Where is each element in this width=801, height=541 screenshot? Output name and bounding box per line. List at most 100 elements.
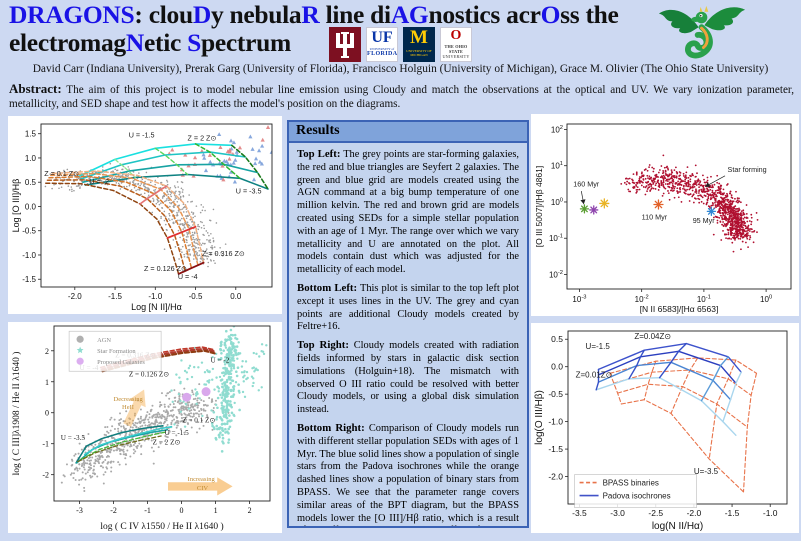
tick-label: -3 — [76, 506, 83, 515]
results-section-label: Bottom Left: — [297, 281, 358, 294]
tick-label: -0.5 — [22, 227, 36, 236]
results-section-label: Top Left: — [297, 148, 341, 160]
tick-label: -1.0 — [148, 292, 162, 301]
y-axis-label: [O III 5007]/[Hβ 4861] — [534, 166, 544, 247]
title-segment: line di — [319, 0, 392, 29]
results-box: Results Top Left: The grey points are st… — [287, 120, 529, 528]
y-axis-label: log ( C III]λ1908 / He II λ1640 ) — [11, 352, 22, 476]
ohio-state-logo: O THE OHIO STATE UNIVERSITY — [440, 27, 472, 62]
chart-bpt-optical: -2.0 -1.5 -1.0 -0.5 0.0 -1.5 -1.0 -0.5 0.0 0.5 1.0… — [8, 116, 282, 314]
iu-trident-icon — [336, 31, 354, 58]
results-section-text: Comparison of Cloudy models run with dif… — [297, 422, 519, 526]
x-axis-label: log ( C IV λ1550 / He II λ1640 ) — [100, 521, 223, 532]
chart-annotation: 95 Myr — [693, 216, 716, 225]
title-segment: D — [192, 0, 211, 29]
indiana-university-logo — [329, 27, 361, 62]
chart-annotation: 160 Myr — [573, 180, 600, 189]
tick-label: 10-1 — [549, 234, 563, 244]
tick-label: 10-2 — [549, 270, 563, 280]
tick-label: -1.5 — [22, 275, 36, 284]
chart-annotation: Z = 2 Z⊙ — [187, 133, 216, 142]
tick-label: -1.5 — [725, 508, 740, 518]
tick-label: 0.0 — [25, 202, 37, 211]
results-section-text: Cloudy models created with radiation fie… — [297, 340, 519, 416]
x-axis-label: [N II 6583]/[Hα 6563] — [640, 304, 719, 314]
tick-label: -1 — [144, 506, 151, 515]
tick-label: -2.0 — [687, 508, 702, 518]
chart-annotation: Increasing — [188, 476, 216, 483]
tick-label: -2.0 — [548, 472, 563, 482]
title-segment: AG — [390, 0, 429, 29]
tick-label: -0.5 — [548, 389, 563, 399]
title-segment: nostics acr — [428, 0, 541, 29]
tick-label: 101 — [551, 161, 563, 171]
chart-annotation: U=-1.5 — [586, 342, 611, 351]
results-section-text: This plot is similar to the top left plo… — [297, 282, 519, 333]
chart-legend — [68, 330, 162, 372]
tick-label: -1.0 — [22, 251, 36, 260]
chart-annotation: HeII — [122, 404, 134, 411]
tick-label: 102 — [551, 125, 563, 135]
tick-label: 0 — [180, 506, 184, 515]
tick-label: 1.5 — [25, 130, 37, 139]
tick-label: 0.5 — [551, 334, 563, 344]
tick-label: 10-3 — [572, 294, 586, 304]
right-figure-column: 10-3 10-2 10-1 100 10-2 10-1 100 101 102 [N II 65… — [531, 114, 799, 540]
chart-annotation: Z=0.01Z⊙ — [576, 371, 613, 380]
tick-label: -2 — [42, 471, 49, 480]
chart-annotation: U = -3.5 — [236, 186, 262, 195]
title-segment: O — [540, 0, 561, 29]
chart-annotation: U = -2 — [210, 357, 229, 365]
university-of-florida-logo: UF UNIVERSITY of FLORIDA — [366, 27, 398, 62]
title-segment: y nebula — [210, 0, 302, 29]
uf-caption: UNIVERSITY of — [369, 47, 395, 51]
tick-label: -1 — [42, 440, 49, 449]
chart-annotation: U = -2 — [89, 177, 109, 186]
results-section-label: Top Right: — [297, 339, 349, 352]
y-axis-label: Log [O III]/Hβ — [11, 179, 21, 233]
results-header: Results — [289, 122, 527, 143]
um-caption: UNIVERSITY OF — [406, 49, 432, 53]
osu-caption: UNIVERSITY — [442, 54, 470, 59]
chart-annotation: Decreasing — [114, 396, 144, 403]
chart-bpass-padova: -3.5 -3.0 -2.5 -2.0 -1.5 -1.0 -2.0 -1.5 -1.0 -0.5… — [531, 323, 799, 533]
chart-annotation: Star forming — [728, 165, 767, 174]
tick-label: -2 — [110, 506, 117, 515]
chart-uv-diagnostic: -3 -2 -1 0 1 2 -2 -1 0 1 2 log ( C IV λ1550 / He II… — [8, 322, 282, 533]
chart-annotation: Z = 0.316 Z⊙ — [202, 249, 245, 258]
chart-annotation: Z = 0.126 Z⊙ — [144, 264, 187, 273]
uf-caption: FLORIDA — [367, 51, 398, 57]
results-section: Bottom Left: This plot is similar to the… — [297, 282, 519, 334]
chart-annotation: 110 Myr — [642, 212, 668, 221]
tick-label: -1.5 — [108, 292, 122, 301]
x-axis-label: Log [N II]/Hα — [131, 302, 182, 312]
left-figure-column: -2.0 -1.5 -1.0 -0.5 0.0 -1.5 -1.0 -0.5 0.0 0.5 1.0… — [8, 116, 282, 541]
tick-label: -1.0 — [763, 508, 778, 518]
title-segment: electromag — [9, 28, 126, 58]
abstract-label: Abstract: — [9, 81, 62, 96]
x-axis-label: log(N II/Hα) — [652, 521, 703, 532]
tick-label: 100 — [760, 294, 772, 304]
tick-label: 100 — [551, 197, 563, 207]
tick-label: 2 — [248, 506, 252, 515]
chart-legend — [574, 474, 697, 508]
tick-label: -0.5 — [189, 292, 203, 301]
tick-label: -3.5 — [572, 508, 587, 518]
title-segment: R — [301, 0, 320, 29]
legend-label: Padova isochrones — [603, 491, 671, 500]
tick-label: -1.5 — [548, 444, 563, 454]
chart-annotation: Z = 0.126 Z⊙ — [129, 370, 169, 378]
results-section: Top Right: Cloudy models created with ra… — [297, 339, 519, 417]
tick-label: 0.0 — [551, 362, 563, 372]
chart-disk-simulation: 10-3 10-2 10-1 100 10-2 10-1 100 101 102 [N II 65… — [531, 114, 799, 316]
tick-label: -1.0 — [548, 417, 563, 427]
results-section-label: Bottom Right: — [297, 421, 365, 434]
legend-label: AGN — [97, 337, 111, 344]
title-segment: S — [187, 28, 201, 58]
tick-label: 1 — [214, 506, 218, 515]
results-section-text: The grey points are star-forming galaxie… — [297, 149, 519, 276]
flow-arrow — [168, 477, 233, 496]
chart-annotation: U=-3.5 — [694, 467, 719, 476]
chart-annotation: U = -4 — [178, 272, 198, 281]
uf-monogram: UF — [371, 29, 393, 46]
